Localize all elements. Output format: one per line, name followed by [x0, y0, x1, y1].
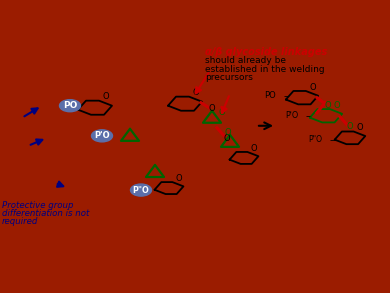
- Text: O: O: [219, 108, 225, 117]
- Text: Protective group: Protective group: [2, 201, 73, 210]
- Text: O: O: [175, 174, 182, 183]
- Text: O: O: [333, 101, 340, 110]
- Ellipse shape: [92, 130, 112, 142]
- Text: O: O: [209, 104, 215, 113]
- Text: O: O: [225, 128, 231, 137]
- Text: O: O: [250, 144, 257, 153]
- Ellipse shape: [60, 100, 80, 112]
- Text: P'O: P'O: [285, 111, 298, 120]
- Text: O: O: [347, 122, 353, 131]
- Text: –: –: [330, 135, 335, 145]
- Text: P"O: P"O: [308, 135, 322, 144]
- Text: α/β glycoside linkages: α/β glycoside linkages: [205, 47, 327, 57]
- Text: should already be: should already be: [205, 57, 286, 65]
- Text: P"O: P"O: [133, 185, 149, 195]
- Text: O: O: [356, 123, 363, 132]
- Text: PO: PO: [264, 91, 276, 100]
- Text: O: O: [103, 92, 109, 101]
- Text: –: –: [305, 111, 310, 121]
- Text: O: O: [193, 88, 199, 97]
- Text: –: –: [284, 91, 289, 100]
- Ellipse shape: [131, 184, 151, 196]
- Text: O: O: [325, 101, 332, 110]
- Text: P'O: P'O: [94, 131, 110, 140]
- Text: precursors: precursors: [205, 73, 253, 81]
- Text: established in the welding: established in the welding: [205, 64, 324, 74]
- Text: O: O: [224, 134, 230, 143]
- Text: O: O: [309, 83, 316, 92]
- Text: differentiation is not: differentiation is not: [2, 209, 89, 218]
- Text: required: required: [2, 217, 38, 226]
- Text: PO: PO: [63, 101, 77, 110]
